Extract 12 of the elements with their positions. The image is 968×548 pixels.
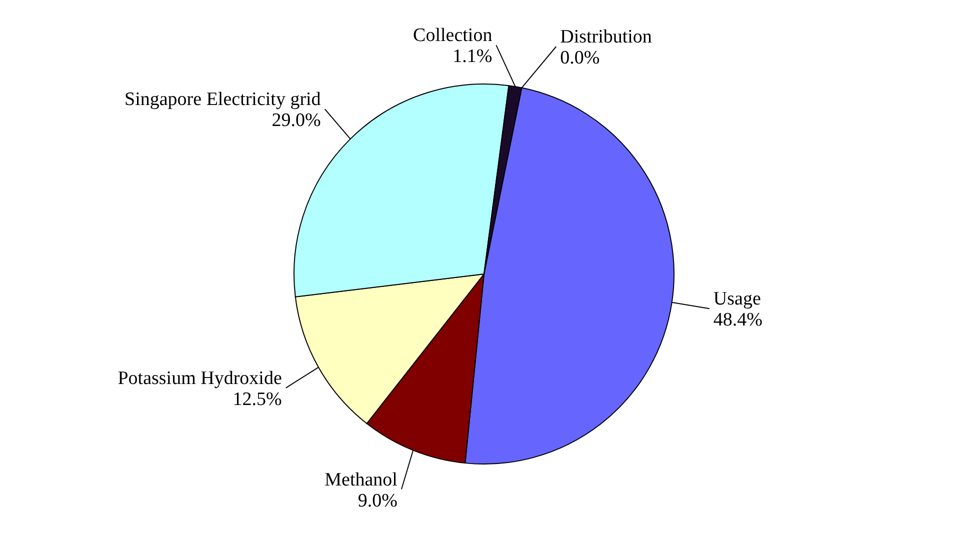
slice-label: Collection (413, 25, 493, 46)
slice-label: Potassium Hydroxide (118, 368, 282, 389)
data-label: 48.4% (713, 310, 763, 331)
text: 0.0% (560, 48, 600, 69)
category-label: Distribution (560, 26, 652, 48)
slice-label: Methanol (324, 469, 398, 490)
slice-label: Singapore Electricity grid (124, 89, 322, 110)
data-label: 9.0% (358, 490, 398, 512)
data-label: 12.5% (232, 388, 282, 410)
data-label: 29.0% (272, 110, 321, 132)
data-label: 1.1% (452, 46, 492, 68)
slice-label: Usage (713, 288, 761, 310)
